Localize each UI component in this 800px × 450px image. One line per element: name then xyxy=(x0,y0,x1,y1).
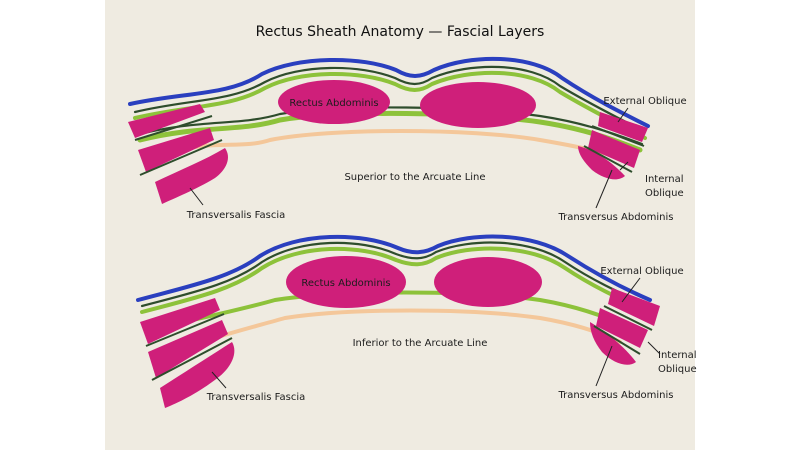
anterior-sheath-blue xyxy=(136,234,652,302)
external-oblique-right xyxy=(598,112,648,142)
caption-superior: Superior to the Arcuate Line xyxy=(344,172,485,183)
left-layer-line-1 xyxy=(145,313,225,347)
label-external-oblique: External Oblique xyxy=(603,96,686,107)
right-layer-line-2 xyxy=(593,325,641,355)
label-rectus: Rectus Abdominis xyxy=(301,278,390,289)
transversus-left xyxy=(160,342,235,408)
external-oblique-left xyxy=(128,104,205,138)
leader-transversus xyxy=(595,169,613,209)
label-internal-oblique-1: Internal xyxy=(658,350,697,361)
figure-title: Rectus Sheath Anatomy — Fascial Layers xyxy=(256,24,545,40)
internal-oblique-left xyxy=(148,320,228,378)
rectus-abdominis-left xyxy=(278,80,390,124)
label-transversalis: Transversalis Fascia xyxy=(206,392,305,403)
leader-external-oblique xyxy=(617,107,629,123)
internal-oblique-right xyxy=(588,130,640,168)
right-layer-line-1 xyxy=(603,305,653,331)
rectus-abdominis-right xyxy=(434,257,542,307)
label-transversalis: Transversalis Fascia xyxy=(186,210,285,221)
posterior-sheath-dark xyxy=(138,106,644,146)
leader-external-oblique xyxy=(621,277,641,303)
label-transversus: Transversus Abdominis xyxy=(557,212,673,223)
anterior-sheath-dark xyxy=(140,241,647,308)
external-oblique-right xyxy=(608,288,660,326)
leader-transversalis xyxy=(189,187,204,206)
right-layer-line-1 xyxy=(591,125,645,147)
label-external-oblique: External Oblique xyxy=(600,266,683,277)
anterior-sheath-dark xyxy=(133,65,647,134)
anterior-sheath-green xyxy=(140,246,647,314)
label-internal-oblique-2: Oblique xyxy=(658,364,697,375)
label-internal-oblique-2: Oblique xyxy=(645,188,684,199)
right-layer-line-2 xyxy=(583,145,633,173)
internal-oblique-left xyxy=(138,128,214,172)
external-oblique-left xyxy=(140,298,220,344)
rectus-abdominis-right xyxy=(420,82,536,128)
leader-internal-oblique xyxy=(619,161,629,171)
left-layer-line-1 xyxy=(134,115,213,141)
diagram-superior: Rectus Abdominis External Oblique Intern… xyxy=(128,56,687,223)
anterior-sheath-blue xyxy=(128,56,650,128)
transversus-left xyxy=(155,148,229,204)
leader-internal-oblique xyxy=(647,341,661,355)
transversus-right xyxy=(578,146,625,180)
internal-oblique-right xyxy=(596,308,648,348)
left-layer-line-2 xyxy=(139,139,223,176)
label-transversus: Transversus Abdominis xyxy=(557,390,673,401)
diagram-inferior: Rectus Abdominis External Oblique Intern… xyxy=(136,234,697,408)
transversus-right xyxy=(590,322,636,365)
leader-transversus xyxy=(595,345,613,387)
extraperitoneal-fat-layer xyxy=(178,308,622,352)
label-rectus: Rectus Abdominis xyxy=(289,98,378,109)
anterior-sheath-green xyxy=(133,70,647,140)
extraperitoneal-fat-layer xyxy=(163,129,627,162)
leader-transversalis xyxy=(211,371,227,389)
label-internal-oblique-1: Internal xyxy=(645,174,684,185)
rectus-abdominis-left xyxy=(286,256,406,308)
left-layer-line-2 xyxy=(151,337,233,381)
caption-inferior: Inferior to the Arcuate Line xyxy=(353,338,488,349)
posterior-sheath-green xyxy=(137,110,643,153)
